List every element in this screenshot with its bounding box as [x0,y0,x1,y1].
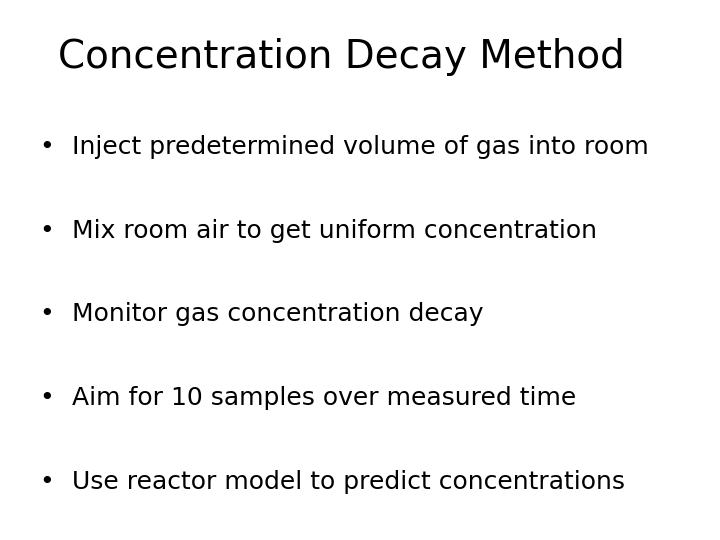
Text: •: • [40,219,54,242]
Text: Concentration Decay Method: Concentration Decay Method [58,38,624,76]
Text: Mix room air to get uniform concentration: Mix room air to get uniform concentratio… [72,219,597,242]
Text: Inject predetermined volume of gas into room: Inject predetermined volume of gas into … [72,135,649,159]
Text: •: • [40,470,54,494]
Text: •: • [40,135,54,159]
Text: Use reactor model to predict concentrations: Use reactor model to predict concentrati… [72,470,625,494]
Text: Monitor gas concentration decay: Monitor gas concentration decay [72,302,484,326]
Text: Aim for 10 samples over measured time: Aim for 10 samples over measured time [72,386,576,410]
Text: •: • [40,302,54,326]
Text: •: • [40,386,54,410]
